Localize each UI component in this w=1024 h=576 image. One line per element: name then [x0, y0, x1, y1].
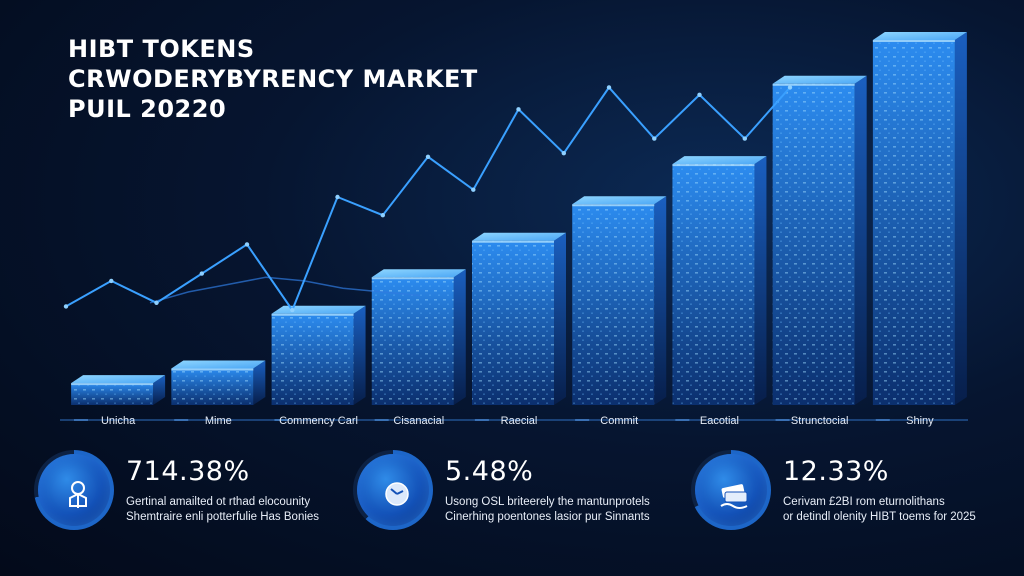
stat-ring — [34, 450, 114, 530]
trend-point — [471, 187, 476, 192]
trend-point — [244, 242, 250, 247]
bar — [472, 232, 566, 405]
trend-point — [787, 85, 793, 90]
stat-value: 12.33% — [783, 456, 889, 487]
x-tick-label: Unicha — [101, 415, 136, 427]
stat-description-line-2: Shemtraire enli potterfulie Has Bonies — [126, 511, 320, 523]
stat-badge — [695, 454, 767, 526]
stat-description-line-2: Cinerhing poentones lasior pur Sinnants — [445, 511, 650, 523]
stat-ring — [691, 450, 771, 530]
trend-point — [63, 304, 69, 309]
money-icon — [720, 484, 748, 509]
x-tick-label: Cisanacial — [393, 415, 444, 427]
bar — [872, 32, 967, 405]
stat-description-line-1: Cerivam £2BI rom eturnolithans — [783, 496, 945, 508]
chart-title: HIBT TOKENS CRWODERYBYRENCY MARKET PUIL … — [68, 34, 478, 124]
x-tick-label: Shiny — [906, 415, 934, 427]
trend-point — [199, 271, 204, 276]
x-tick-label: Commit — [600, 415, 638, 427]
x-tick-label: Mime — [205, 415, 232, 427]
stat-value: 5.48% — [445, 456, 534, 487]
trend-point — [742, 136, 747, 141]
x-tick-label: Commency Carl — [279, 415, 358, 427]
x-tick-label: Raecial — [501, 415, 538, 427]
clock-icon — [385, 482, 409, 506]
stat-description-line-1: Usong OSL briteerely the mantunprotels — [445, 496, 650, 508]
x-tick-label: Strunctocial — [791, 415, 848, 427]
secondary-trend-line — [149, 276, 421, 304]
stat-badge — [357, 454, 429, 526]
trend-point — [516, 107, 521, 112]
trend-point — [425, 154, 431, 159]
trend-point — [561, 151, 566, 156]
trend-point — [154, 300, 159, 305]
bar — [772, 75, 867, 406]
bar — [71, 375, 166, 405]
trend-point — [109, 278, 114, 284]
bar — [271, 305, 366, 405]
chart-title-line-3: PUIL 20220 — [68, 95, 227, 123]
bar — [371, 269, 466, 405]
stat-ring — [353, 450, 433, 530]
stat-description-line-2: or detindl olenity HIBT toems for 2025 — [783, 511, 976, 523]
bar — [171, 360, 266, 405]
trend-point — [380, 213, 385, 218]
bar-chart: Unicha Mime Commency Carl Cisanacial Raecial… — [60, 32, 968, 427]
trend-point — [335, 194, 340, 200]
chart-title-line-1: HIBT TOKENS — [68, 35, 255, 63]
trend-point — [652, 136, 657, 141]
x-tick-label: Eacotial — [700, 415, 739, 427]
bar — [672, 156, 767, 405]
bar — [572, 196, 667, 405]
stat-badge — [38, 454, 110, 526]
token-icon — [69, 481, 87, 508]
chart-title-line-2: CRWODERYBYRENCY MARKET — [68, 65, 478, 93]
trend-point — [290, 307, 295, 313]
stat-value: 714.38% — [126, 456, 250, 487]
stat-description-line-1: Gertinal amailted ot rthad elocounity — [126, 496, 311, 508]
trend-point — [697, 92, 702, 98]
trend-point — [606, 85, 612, 90]
